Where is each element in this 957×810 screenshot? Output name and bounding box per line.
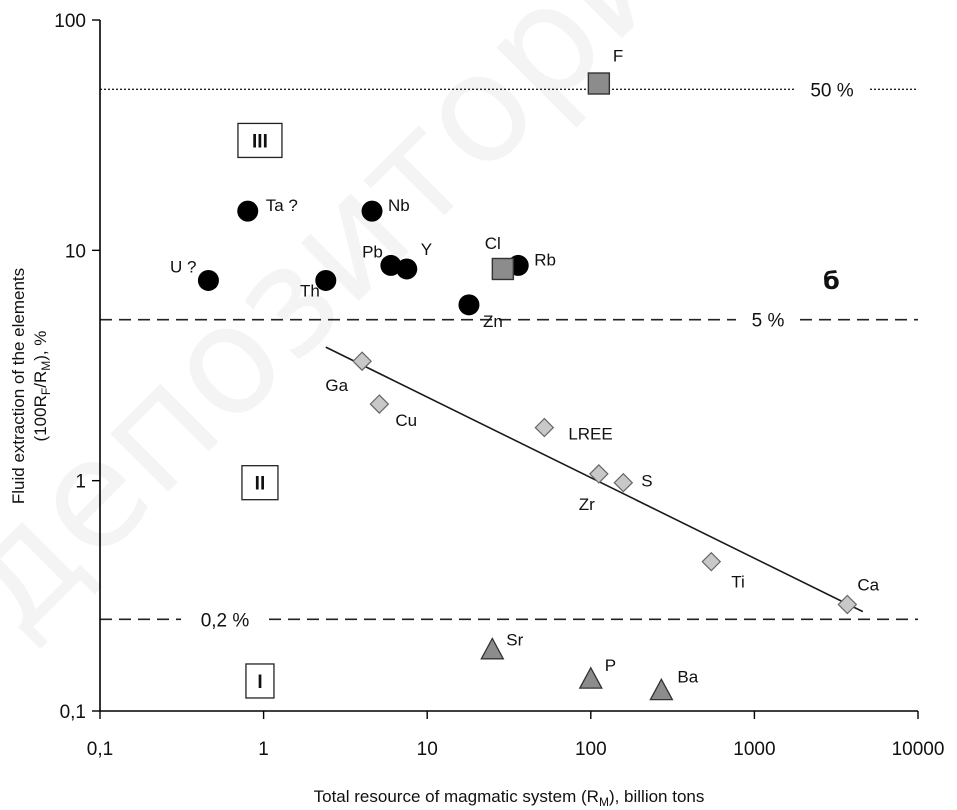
x-tick-label: 10000 [892, 739, 945, 760]
trendline-line [325, 346, 864, 613]
y-axis-title-line1: Fluid extraction of the elements [9, 268, 28, 504]
label-s: S [641, 472, 652, 491]
reference-label-50: 50 % [810, 80, 853, 101]
point-nb [361, 200, 383, 222]
point-y [396, 258, 418, 280]
x-tick-label: 1 [258, 739, 269, 760]
y-tick-label: 0,1 [60, 702, 86, 723]
point-ca [837, 594, 858, 615]
label-ti: Ti [731, 573, 745, 592]
x-tick-label: 100 [575, 739, 607, 760]
point-cl [491, 257, 515, 281]
point-pb [380, 254, 402, 276]
point-zn [458, 294, 480, 316]
label-pb: Pb [362, 242, 383, 261]
region-label-i: I [257, 672, 262, 693]
y-axis-title: Fluid extraction of the elements (100RF/R… [9, 268, 53, 504]
y-tick-label: 1 [75, 472, 86, 493]
label-f: F [613, 47, 623, 66]
point-p [578, 666, 603, 689]
point-zr [589, 464, 609, 484]
region-label-ii: II [255, 474, 266, 495]
x-tick-label: 0,1 [87, 739, 113, 760]
label-rb: Rb [534, 250, 556, 269]
point-u [197, 269, 219, 291]
axes: 0,1 1 10 100 1000 10000 0,1 1 10 100 [54, 11, 944, 760]
region-box-ii [241, 465, 279, 501]
label-cu: Cu [395, 411, 417, 430]
point-ti [701, 551, 722, 572]
point-ta [237, 200, 259, 222]
point-cu [369, 394, 390, 414]
reference-label-5: 5 % [752, 311, 785, 332]
trendline [325, 346, 864, 613]
x-tick-label: 1000 [733, 739, 775, 760]
label-y: Y [421, 240, 432, 259]
point-f [587, 72, 611, 95]
point-labels: Ta ? Nb U ? Th Pb Y Rb Zn F Cl Ga Cu LREE Zr S Ti Ca Sr P B… [170, 47, 880, 687]
label-u: U ? [170, 257, 196, 276]
panel-label: б [823, 267, 840, 295]
x-axis-title: Total resource of magmatic system (RM), … [314, 787, 705, 809]
reference-lines: 50 % 5 % 0,2 % [100, 80, 918, 631]
point-th [315, 269, 337, 291]
point-ga [352, 351, 372, 372]
label-sr: Sr [506, 630, 523, 649]
reference-label-0-2: 0,2 % [201, 610, 250, 631]
label-ca: Ca [857, 575, 879, 594]
y-tick-label: 10 [65, 241, 86, 262]
label-zr: Zr [579, 495, 595, 514]
point-sr [480, 637, 505, 660]
point-lree [534, 417, 555, 438]
label-p: P [605, 656, 616, 675]
region-box-iii [237, 122, 283, 159]
label-lree: LREE [568, 425, 612, 444]
label-th: Th [300, 281, 320, 300]
label-zn: Zn [483, 312, 503, 331]
label-cl: Cl [485, 234, 501, 253]
data-points [197, 72, 858, 701]
label-ta: Ta ? [266, 196, 298, 215]
label-ba: Ba [677, 667, 698, 686]
point-s [613, 472, 634, 493]
watermark: депозитори [0, 0, 707, 665]
region-box-i [245, 663, 275, 699]
x-tick-label: 10 [417, 739, 438, 760]
y-tick-label: 100 [54, 11, 86, 32]
point-ba [649, 677, 674, 701]
region-label-iii: III [252, 131, 268, 152]
y-axis-title-line2: (100RF/RM), % [31, 331, 53, 442]
label-ga: Ga [325, 376, 348, 395]
label-nb: Nb [388, 196, 410, 215]
